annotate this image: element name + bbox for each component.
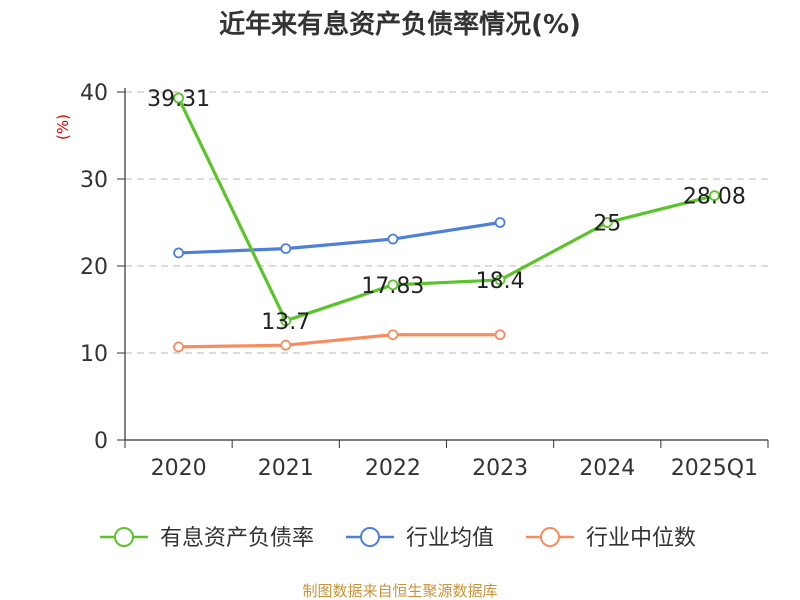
x-tick-label: 2025Q1 <box>671 456 758 481</box>
data-label: 25 <box>593 212 621 237</box>
x-tick-label: 2022 <box>365 456 421 481</box>
data-point[interactable] <box>494 329 506 341</box>
data-label: 13.7 <box>261 310 310 335</box>
x-tick-label: 2021 <box>258 456 314 481</box>
series-2 <box>173 329 506 353</box>
legend-label: 行业中位数 <box>586 526 696 551</box>
data-label: 18.4 <box>476 269 525 294</box>
y-tick-label: 40 <box>80 81 108 106</box>
legend-item-1[interactable]: 行业均值 <box>346 526 494 551</box>
legend-marker-icon <box>114 527 134 547</box>
series-line <box>178 333 501 349</box>
series-line <box>177 97 715 323</box>
data-point[interactable] <box>280 339 292 351</box>
legend[interactable]: 有息资产负债率 行业均值 行业中位数 <box>100 526 696 551</box>
data-point[interactable] <box>173 247 184 259</box>
data-point[interactable] <box>494 217 506 228</box>
x-tick-label: 2024 <box>579 456 635 481</box>
x-tick-label: 2023 <box>472 456 528 481</box>
data-labels: 39.31 13.7 17.83 18.4 25 28.08 <box>147 87 746 335</box>
legend-label: 行业均值 <box>406 526 494 551</box>
legend-item-0[interactable]: 有息资产负债率 <box>100 526 314 551</box>
data-label: 17.83 <box>361 274 424 299</box>
data-source-note: 制图数据来自恒生聚源数据库 <box>302 582 497 600</box>
data-point[interactable] <box>709 190 720 202</box>
y-tick-label: 0 <box>94 429 108 454</box>
series-0 <box>173 92 720 327</box>
legend-item-2[interactable]: 行业中位数 <box>526 526 696 551</box>
y-tick-label: 30 <box>80 168 108 193</box>
chart-title: 近年来有息资产负债率情况(%) <box>219 9 581 40</box>
data-point[interactable] <box>387 233 399 245</box>
data-label: 28.08 <box>683 185 746 210</box>
series-line <box>178 220 501 255</box>
legend-label: 有息资产负债率 <box>160 526 314 551</box>
gridlines <box>125 91 768 354</box>
y-tick-label: 10 <box>80 342 108 367</box>
legend-marker-icon <box>540 527 560 547</box>
data-label: 39.31 <box>147 87 210 112</box>
data-point[interactable] <box>280 243 292 255</box>
data-point[interactable] <box>494 274 506 286</box>
axes: 0 10 20 30 40 2020 2021 2022 2023 2024 2025Q1 <box>80 81 769 481</box>
data-point[interactable] <box>601 217 613 228</box>
data-point[interactable] <box>387 329 399 341</box>
legend-marker-icon <box>360 527 380 547</box>
series-1 <box>173 217 506 259</box>
data-point[interactable] <box>280 315 292 327</box>
data-point[interactable] <box>173 92 184 104</box>
y-tick-label: 20 <box>80 255 108 280</box>
series-group <box>173 92 720 353</box>
data-point[interactable] <box>173 341 184 353</box>
data-point[interactable] <box>387 279 399 291</box>
y-axis-unit: (%) <box>54 114 72 140</box>
x-tick-label: 2020 <box>151 456 207 481</box>
